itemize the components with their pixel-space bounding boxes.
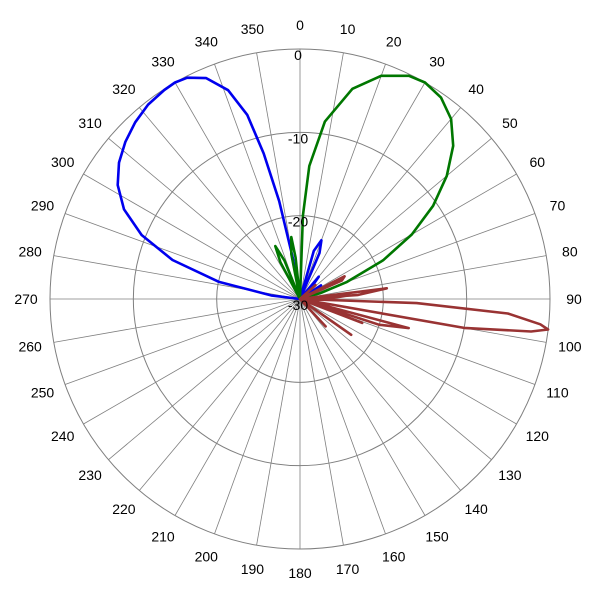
angle-tick-label: 240 <box>51 428 75 444</box>
angle-labels: 0 10 20 30 40 50 60 70 80 90 100 110 120 130 140 150 160… <box>14 17 582 581</box>
grid-spoke <box>64 213 301 300</box>
angle-tick-label: 160 <box>382 548 406 564</box>
angle-tick-label: 330 <box>151 54 175 70</box>
angle-tick-label: 340 <box>195 34 219 50</box>
angle-tick-label: 170 <box>336 561 360 577</box>
angle-tick-label: 210 <box>151 528 175 544</box>
angle-tick-label: 260 <box>18 339 42 355</box>
angle-tick-label: 10 <box>340 21 356 37</box>
angle-tick-label: 70 <box>550 197 566 213</box>
angle-tick-label: 140 <box>464 501 488 517</box>
radial-tick-label: -10 <box>288 130 308 146</box>
angle-tick-label: 350 <box>241 21 265 37</box>
angle-tick-label: 180 <box>288 565 312 581</box>
grid-spoke <box>299 298 517 425</box>
angle-tick-label: 60 <box>530 154 546 170</box>
angle-tick-label: 130 <box>498 467 522 483</box>
grid-spoke <box>299 255 547 300</box>
grid-spoke <box>256 298 301 546</box>
angle-tick-label: 190 <box>241 561 265 577</box>
angle-tick-label: 40 <box>468 81 484 97</box>
angle-tick-label: 290 <box>31 197 55 213</box>
grid-spoke <box>299 298 386 535</box>
grid-spoke <box>299 137 492 300</box>
angle-tick-label: 90 <box>566 291 582 307</box>
grid-spoke <box>108 298 301 461</box>
angle-tick-label: 30 <box>429 54 445 70</box>
angle-tick-label: 50 <box>502 115 518 131</box>
grid-spoke <box>138 107 301 300</box>
radial-tick-label: 0 <box>294 47 302 63</box>
angle-tick-label: 110 <box>546 385 569 401</box>
angle-tick-label: 120 <box>526 428 550 444</box>
grid-spoke <box>299 63 386 300</box>
angle-tick-label: 310 <box>78 115 102 131</box>
angle-tick-label: 230 <box>78 467 102 483</box>
grid-spoke <box>299 52 344 300</box>
radial-labels: 0 -10 -20 -30 <box>288 47 308 313</box>
radial-tick-label: -20 <box>288 214 308 230</box>
grid-spoke <box>299 298 462 491</box>
grid-spoke <box>214 63 301 300</box>
angle-tick-label: 20 <box>386 34 402 50</box>
grid-spoke <box>64 298 301 385</box>
angle-tick-label: 270 <box>14 291 38 307</box>
angle-tick-label: 80 <box>562 243 578 259</box>
angle-tick-label: 200 <box>195 548 219 564</box>
angle-tick-label: 300 <box>51 154 75 170</box>
grid-spoke <box>53 298 301 343</box>
grid-spoke <box>138 298 301 491</box>
grid-spoke <box>299 298 492 461</box>
grid-spoke <box>299 298 426 516</box>
grid-spoke <box>174 82 301 300</box>
angle-tick-label: 250 <box>31 385 55 401</box>
grid-spoke <box>299 298 344 546</box>
grid-spoke <box>108 137 301 300</box>
angle-tick-label: 220 <box>112 501 136 517</box>
angle-tick-label: 100 <box>558 339 582 355</box>
angle-tick-label: 150 <box>425 528 449 544</box>
series-line-1 <box>274 74 455 307</box>
grid-spoke <box>299 107 462 300</box>
series-line-0 <box>116 76 323 301</box>
radial-tick-label: -30 <box>288 297 308 313</box>
grid-spoke <box>214 298 301 535</box>
grid-spoke <box>174 298 301 516</box>
grid-spoke <box>83 298 301 425</box>
angle-tick-label: 320 <box>112 81 136 97</box>
data-series <box>116 74 550 337</box>
grid-spoke <box>299 82 426 300</box>
angle-tick-label: 0 <box>296 17 304 33</box>
series-line-2 <box>298 275 550 337</box>
angle-tick-label: 280 <box>18 243 42 259</box>
